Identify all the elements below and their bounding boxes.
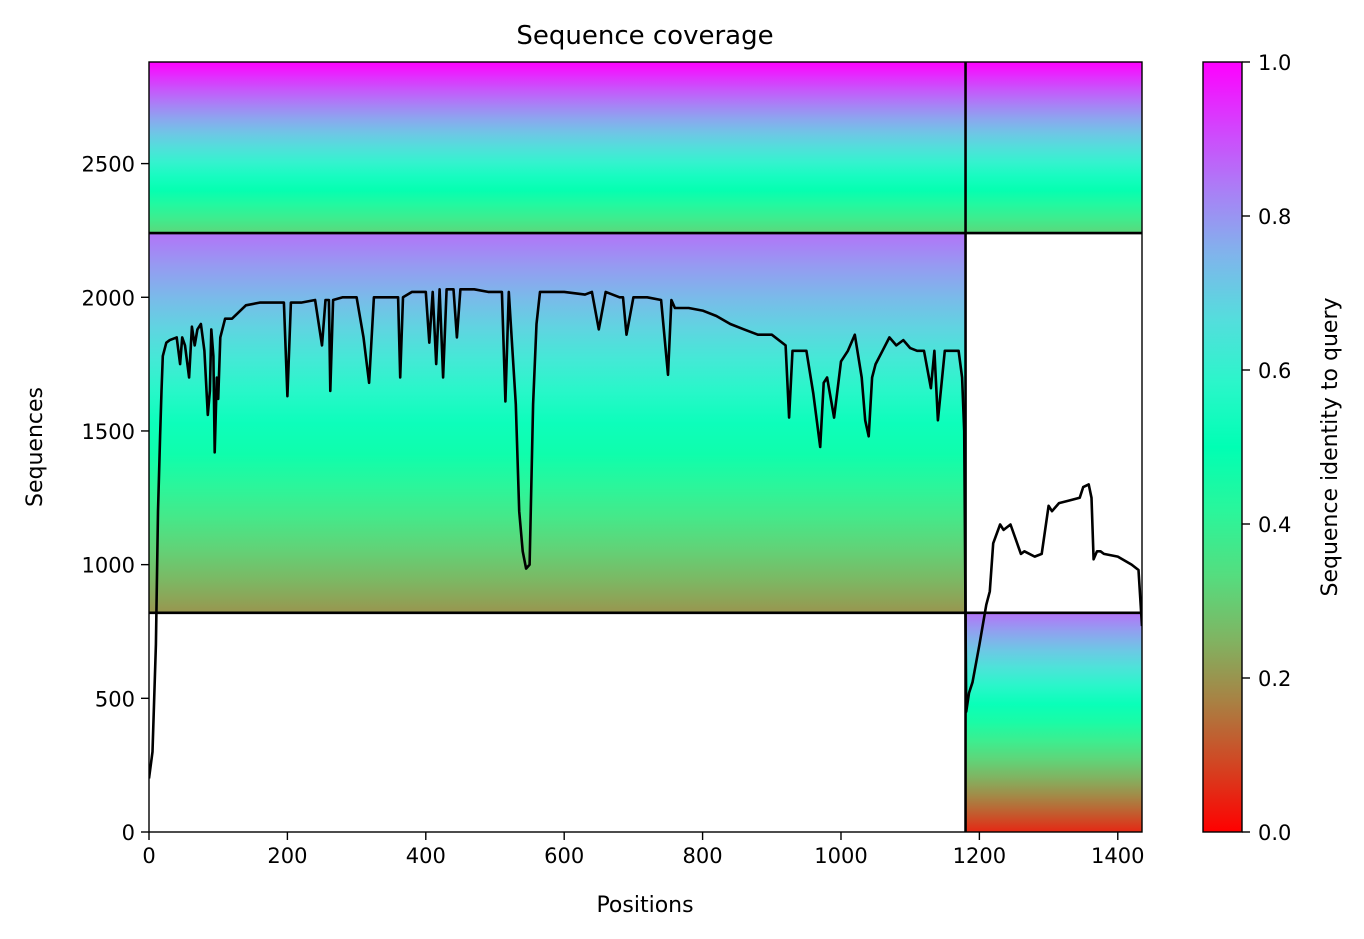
y-tick-label: 500 [95, 687, 135, 711]
y-tick-label: 2500 [82, 153, 135, 177]
x-tick-label: 1200 [953, 844, 1006, 868]
x-tick-label: 200 [267, 844, 307, 868]
y-axis-label: Sequences [23, 387, 48, 507]
coverage-line [149, 288, 1142, 779]
x-tick-label: 600 [544, 844, 584, 868]
y-tick-label: 2000 [82, 286, 135, 310]
plot-area [148, 61, 1143, 833]
colorbar-gradient [1202, 61, 1243, 833]
colorbar-ticks: 0.0 0.2 0.4 0.6 0.8 1.0 [1242, 51, 1291, 845]
x-tick-label: 1400 [1091, 844, 1144, 868]
x-axis: 0 200 400 600 800 1000 1200 1400 [142, 832, 1145, 868]
x-tick-label: 0 [142, 844, 155, 868]
colorbar-tick-label: 1.0 [1258, 51, 1291, 75]
x-axis-label: Positions [596, 893, 693, 918]
colorbar-label: Sequence identity to query [1318, 297, 1343, 596]
y-tick-label: 1500 [82, 420, 135, 444]
chart-title: Sequence coverage [516, 21, 773, 51]
x-tick-label: 1000 [814, 844, 867, 868]
msa-block [149, 233, 966, 613]
plot-frame [148, 61, 1143, 833]
colorbar-tick-label: 0.0 [1258, 821, 1291, 845]
colorbar: 0.0 0.2 0.4 0.6 0.8 1.0 Sequence identity to … [1202, 51, 1343, 845]
msa-block [965, 612, 1142, 832]
colorbar-tick-label: 0.4 [1258, 513, 1291, 537]
y-axis: 0 500 1000 1500 2000 2500 [82, 153, 149, 845]
msa-blocks [149, 62, 1142, 832]
colorbar-tick-label: 0.6 [1258, 359, 1291, 383]
x-tick-label: 400 [406, 844, 446, 868]
x-tick-label: 800 [683, 844, 723, 868]
msa-block [965, 62, 1142, 234]
msa-block [149, 62, 966, 234]
y-tick-label: 1000 [82, 554, 135, 578]
colorbar-tick-label: 0.8 [1258, 205, 1291, 229]
y-tick-label: 0 [122, 821, 135, 845]
colorbar-tick-label: 0.2 [1258, 667, 1291, 691]
